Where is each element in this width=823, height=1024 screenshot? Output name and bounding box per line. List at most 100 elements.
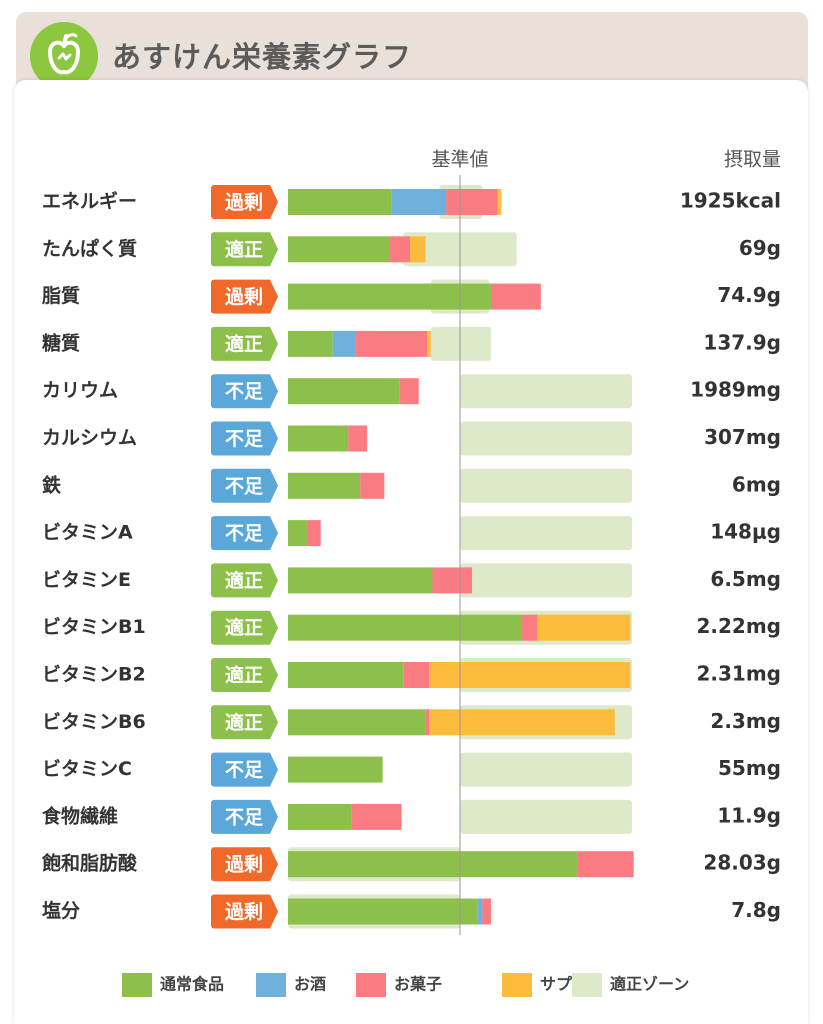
intake-value: 6.5mg bbox=[710, 567, 781, 591]
bar-segment-normal-food bbox=[288, 709, 426, 736]
adequate-zone-bar bbox=[460, 516, 632, 551]
bar-segment-normal-food bbox=[288, 283, 491, 310]
status-badge bbox=[211, 658, 278, 692]
intake-value: 148μg bbox=[710, 520, 781, 544]
status-badge-label: 適正 bbox=[225, 664, 263, 687]
nutrient-label: エネルギー bbox=[42, 191, 137, 213]
bar-segment-alcohol bbox=[332, 330, 356, 357]
intake-value: 2.22mg bbox=[696, 614, 781, 638]
bar-segment-snacks bbox=[425, 709, 430, 736]
bar-segment-snacks bbox=[576, 851, 634, 878]
adequate-zone-bar bbox=[460, 799, 632, 834]
bar-segment-alcohol bbox=[391, 189, 447, 215]
page-title: あすけん栄養素グラフ bbox=[112, 40, 413, 74]
legend-swatch-normal-food bbox=[122, 973, 152, 997]
intake-value: 137.9g bbox=[703, 330, 781, 354]
status-badge bbox=[211, 610, 278, 645]
legend-swatch-alcohol bbox=[256, 973, 286, 997]
nutrient-label: 鉄 bbox=[42, 473, 61, 496]
status-badge bbox=[211, 516, 278, 551]
nutrient-label: 食物繊維 bbox=[42, 804, 118, 827]
status-badge-label: 不足 bbox=[225, 806, 264, 828]
bar-segment-snacks bbox=[432, 567, 473, 594]
bar-segment-snacks bbox=[482, 898, 491, 925]
status-badge bbox=[211, 232, 278, 267]
status-badge bbox=[211, 185, 278, 219]
bar-segment-normal-food bbox=[288, 567, 433, 594]
status-badge-label: 過剰 bbox=[225, 191, 263, 214]
adequate-zone-bar bbox=[460, 563, 632, 598]
bar-segment-snacks bbox=[351, 803, 402, 830]
bar-segment-normal-food bbox=[288, 378, 400, 405]
bar-segment-alcohol bbox=[477, 898, 483, 925]
status-badge-label: 不足 bbox=[225, 428, 264, 450]
status-badge bbox=[211, 421, 278, 456]
apple-icon bbox=[30, 22, 98, 90]
adequate-zone-bar bbox=[460, 468, 632, 503]
nutrient-label: 脂質 bbox=[42, 284, 80, 307]
nutrient-label: 糖質 bbox=[42, 331, 80, 354]
legend-swatch-supplement bbox=[502, 973, 532, 997]
legend-label: お酒 bbox=[294, 975, 326, 994]
nutrient-label: 飽和脂肪酸 bbox=[41, 852, 138, 875]
intake-value: 1989mg bbox=[690, 378, 781, 402]
nutrient-label: ビタミンE bbox=[42, 569, 131, 591]
intake-value: 307mg bbox=[704, 425, 781, 449]
adequate-zone-bar bbox=[430, 326, 491, 361]
status-badge bbox=[211, 563, 278, 598]
status-badge bbox=[211, 847, 278, 882]
intake-value: 28.03g bbox=[703, 851, 781, 875]
bar-segment-supplement bbox=[429, 662, 631, 688]
bar-segment-supplement bbox=[427, 330, 431, 357]
adequate-zone-bar bbox=[460, 421, 632, 456]
nutrient-label: カリウム bbox=[42, 380, 118, 402]
bar-segment-snacks bbox=[490, 283, 541, 310]
status-badge bbox=[211, 705, 278, 740]
intake-value: 69g bbox=[739, 236, 781, 260]
legend-label: 通常食品 bbox=[160, 975, 224, 994]
status-badge bbox=[211, 468, 278, 503]
bar-segment-snacks bbox=[355, 330, 428, 357]
bar-segment-normal-food bbox=[288, 851, 577, 878]
reference-label: 基準値 bbox=[431, 149, 488, 171]
status-badge-label: 不足 bbox=[225, 759, 264, 781]
adequate-zone-bar bbox=[460, 752, 632, 787]
intake-header: 摂取量 bbox=[724, 149, 781, 171]
bar-segment-normal-food bbox=[288, 898, 478, 925]
bar-segment-normal-food bbox=[288, 189, 392, 215]
status-badge bbox=[211, 326, 278, 361]
bar-segment-normal-food bbox=[288, 330, 333, 357]
status-badge-label: 適正 bbox=[225, 711, 263, 734]
bar-segment-snacks bbox=[446, 189, 498, 215]
bar-segment-normal-food bbox=[288, 472, 361, 499]
bar-segment-normal-food bbox=[288, 803, 352, 830]
legend-swatch-zone bbox=[572, 973, 602, 997]
bar-segment-snacks bbox=[306, 520, 321, 547]
status-badge bbox=[211, 374, 278, 409]
bar-segment-snacks bbox=[403, 662, 430, 688]
bar-segment-normal-food bbox=[288, 425, 349, 452]
status-badge-label: 適正 bbox=[225, 569, 263, 592]
intake-value: 2.3mg bbox=[710, 709, 781, 733]
nutrient-label: カルシウム bbox=[42, 427, 137, 449]
status-badge-label: 過剰 bbox=[225, 900, 263, 923]
status-badge-label: 過剰 bbox=[225, 285, 263, 308]
intake-value: 7.8g bbox=[731, 898, 781, 922]
bar-segment-snacks bbox=[389, 236, 411, 263]
bar-segment-normal-food bbox=[288, 614, 522, 641]
bar-segment-normal-food bbox=[288, 662, 404, 688]
status-badge-label: 適正 bbox=[225, 616, 263, 639]
legend-label: お菓子 bbox=[394, 975, 442, 994]
intake-value: 6mg bbox=[732, 472, 781, 496]
nutrient-label: ビタミンC bbox=[42, 758, 132, 780]
nutrient-label: ビタミンB6 bbox=[42, 711, 146, 733]
status-badge bbox=[211, 799, 278, 834]
status-badge bbox=[211, 279, 278, 314]
nutrient-label: ビタミンA bbox=[42, 522, 133, 544]
legend-swatch-snacks bbox=[356, 973, 386, 997]
status-badge bbox=[211, 894, 278, 929]
intake-value: 1925kcal bbox=[680, 189, 781, 213]
intake-value: 2.31mg bbox=[696, 662, 781, 686]
legend-label: 適正ゾーン bbox=[610, 975, 689, 994]
